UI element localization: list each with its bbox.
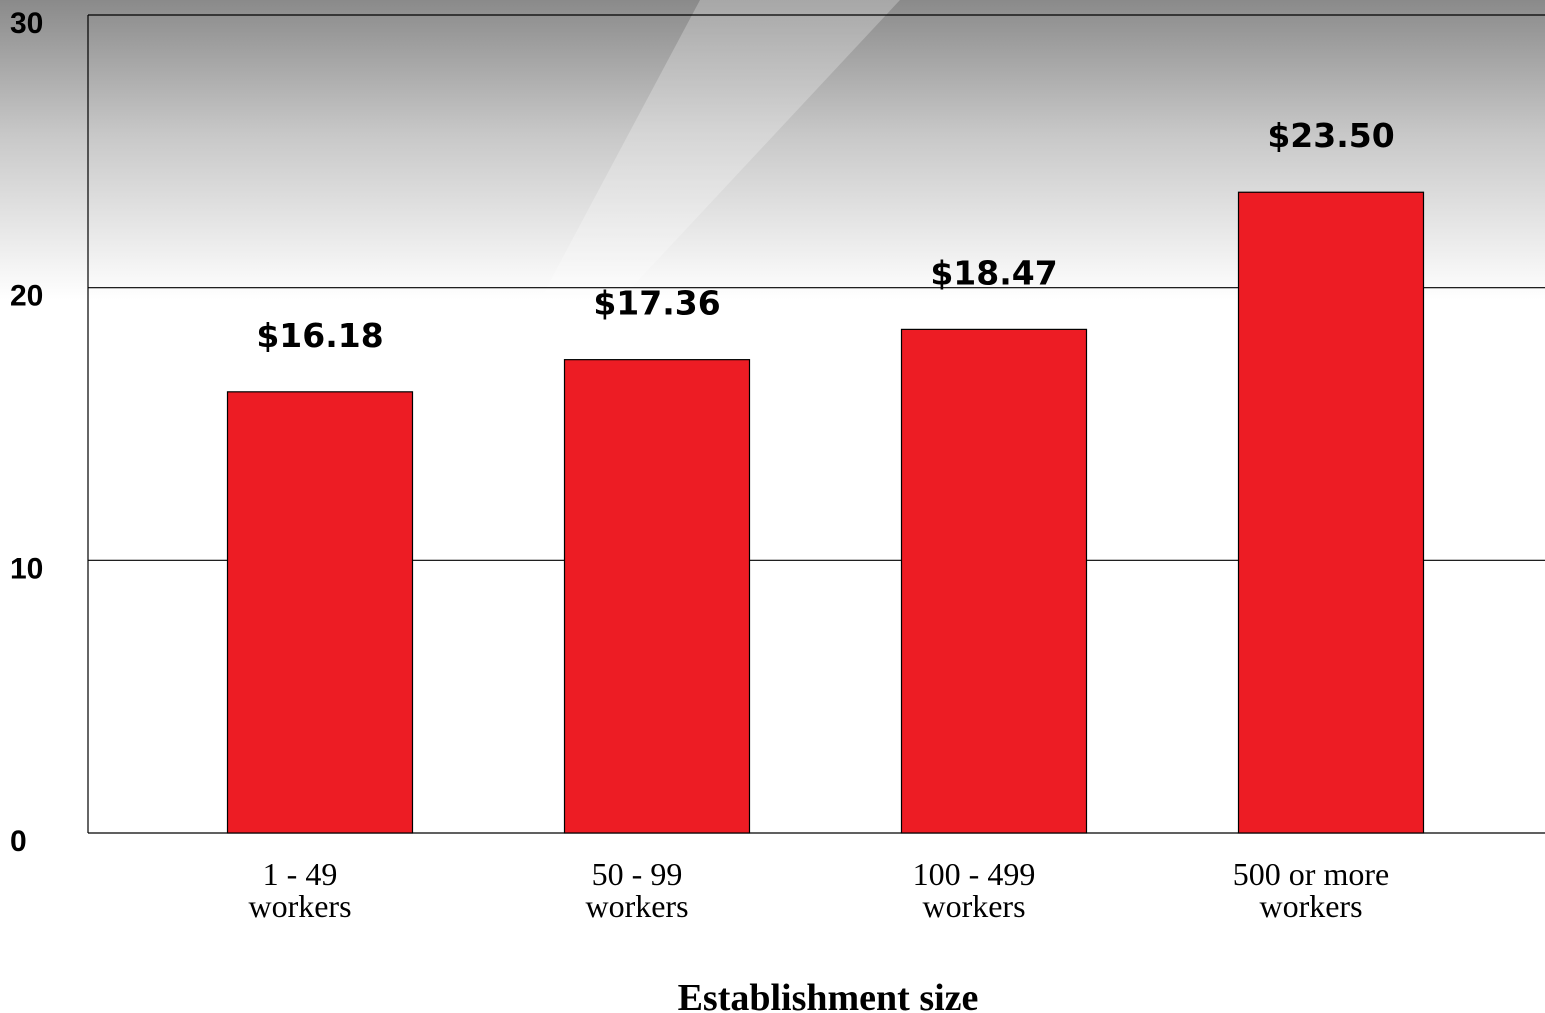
y-tick-label: 20 [10, 280, 43, 313]
value-label: $23.50 [1267, 116, 1394, 155]
bar [1239, 192, 1424, 833]
x-axis-title: Establishment size [678, 977, 979, 1013]
y-tick-label: 10 [10, 552, 43, 585]
value-label: $16.18 [256, 316, 383, 355]
bar [228, 392, 413, 833]
x-tick-label: 1 - 49 [263, 856, 338, 892]
x-tick-label: 500 or more [1233, 856, 1389, 892]
value-label: $18.47 [930, 253, 1057, 292]
x-tick-label: workers [248, 888, 351, 924]
x-tick-label: workers [1259, 888, 1362, 924]
x-tick-label: workers [585, 888, 688, 924]
value-label: $17.36 [593, 284, 720, 323]
bar [902, 329, 1087, 833]
x-tick-label: 100 - 499 [913, 856, 1036, 892]
x-tick-label: workers [922, 888, 1025, 924]
y-tick-label: 0 [10, 825, 27, 858]
bar [565, 360, 750, 833]
y-tick-label: 30 [10, 7, 43, 40]
x-tick-label: 50 - 99 [592, 856, 683, 892]
chart: Establishment size 0102030$16.181 - 49wo… [0, 0, 1545, 1013]
